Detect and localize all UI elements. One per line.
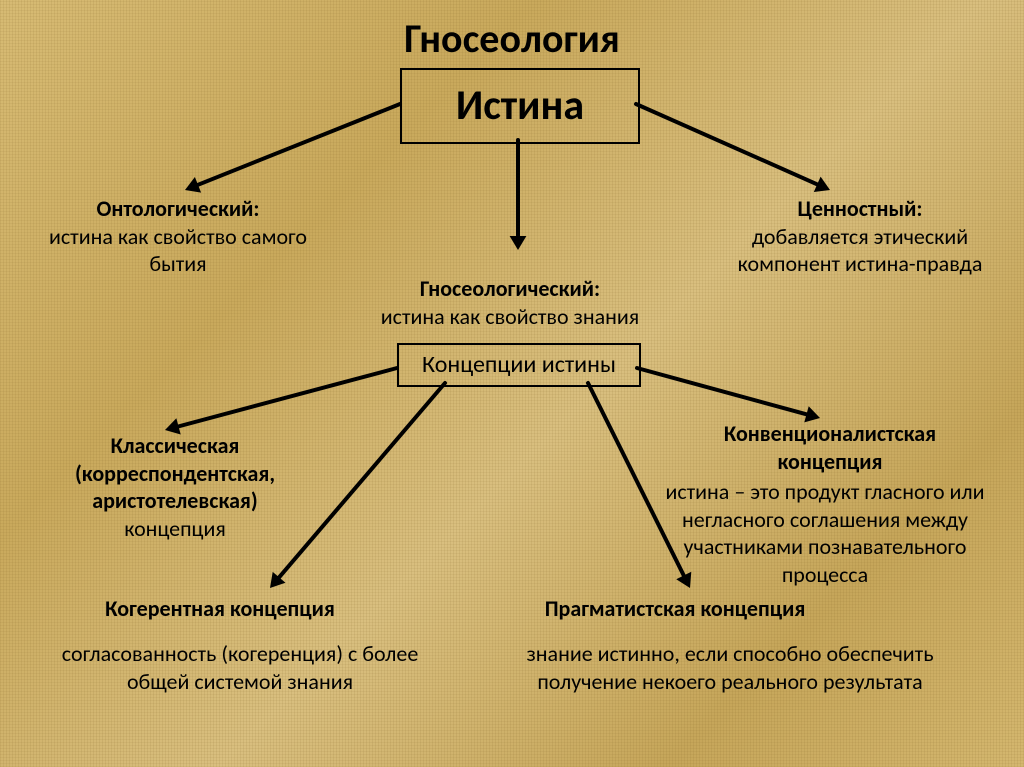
diagram-layer: Гносеология Истина Онтологический: истин…	[0, 0, 1024, 767]
arrows-svg	[0, 0, 1024, 767]
